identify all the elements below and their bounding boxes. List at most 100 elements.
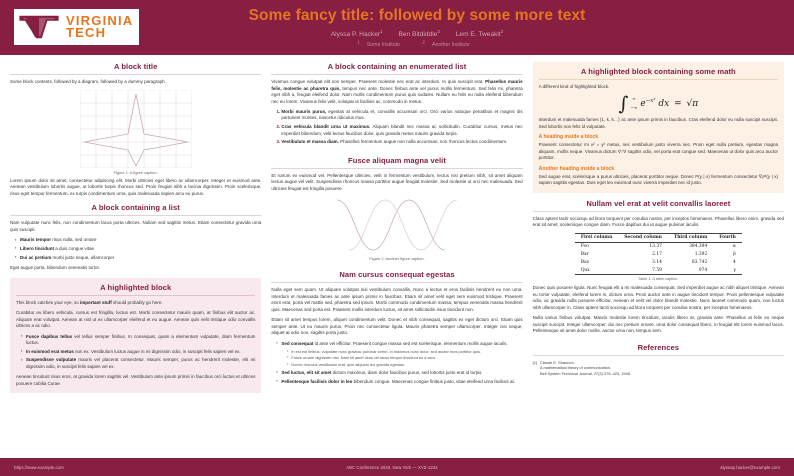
table-cell: Bar bbox=[580, 252, 589, 258]
block-nam-cursus-consequat-egestas: Nam cursus consequat egestas Nulla eget … bbox=[271, 270, 523, 389]
footer-email-link[interactable]: alyssap.hacker@example.com bbox=[720, 464, 780, 470]
list-item: Mauris tempor risus nulla, sed ornare bbox=[15, 237, 261, 243]
integral-upper-limit: ∞ bbox=[632, 95, 636, 101]
divider bbox=[10, 215, 262, 217]
vt-logo-icon bbox=[19, 15, 59, 39]
divider bbox=[271, 282, 523, 284]
figure-caption: Figure 2: Another figure caption. bbox=[369, 256, 425, 262]
sub-paragraph-1: Praesent consectetur mi x² = y² metus, n… bbox=[538, 142, 778, 161]
list-item: Sed luctus, elit sit amet dictum maximus… bbox=[276, 369, 522, 376]
author-list: Alyssa P. Hacker1 Ben Bitdiddle2 Lem E. … bbox=[60, 29, 774, 38]
list-item: In euismod erat metus non ex. Vestibulum… bbox=[21, 348, 255, 355]
block-title: Fusce aliquam magna velit bbox=[348, 155, 446, 165]
integral-limits: ∞ −∞ bbox=[630, 95, 638, 112]
divider bbox=[532, 354, 784, 356]
reference-item: [1] Claude E. Shannon. A mathematical th… bbox=[533, 360, 784, 377]
table-cell: 83.742 bbox=[691, 259, 708, 265]
block-title: A block containing an enumerated list bbox=[327, 62, 467, 71]
integral-lower-limit: −∞ bbox=[630, 105, 638, 111]
footer-website-link[interactable]: https://www.example.com bbox=[14, 464, 64, 470]
equation-result: √π bbox=[686, 98, 699, 109]
author-1: Ben Bitdiddle2 bbox=[398, 28, 440, 38]
table-row: Bar 2.17 1.392 β bbox=[575, 251, 742, 259]
page-title: Some fancy title: followed by some more … bbox=[248, 6, 586, 24]
bullet-list: Mauris tempor risus nulla, sed ornare Li… bbox=[10, 237, 261, 261]
author-0: Alyssa P. Hacker1 bbox=[330, 28, 383, 38]
title-block: Some fancy title: followed by some more … bbox=[0, 7, 794, 49]
block-title: Nam cursus consequat egestas bbox=[339, 270, 455, 280]
poster-header: VIRGINIA TECH Some fancy title: followed… bbox=[0, 0, 794, 55]
list-item: Dui ac pretium morbi justo neque, ullamc… bbox=[15, 254, 261, 261]
block-paragraph-2: Etiam sit amet tempus lorem, aliquet con… bbox=[271, 317, 523, 336]
column-header: Third column bbox=[667, 232, 714, 244]
block-title: A block title bbox=[113, 62, 158, 71]
footer-conference-info: ABC Conference 2020, New York — XYZ-1234 bbox=[346, 464, 438, 470]
block-intro: Nam vulputate nunc felis, non condimentu… bbox=[10, 220, 262, 232]
author-2: Lem E. Tweakit2 bbox=[455, 28, 504, 38]
sub-bullet-list: In est est finibus, vulputate nunc gravi… bbox=[281, 349, 522, 368]
equals-sign: = bbox=[671, 98, 685, 109]
block-paragraph-3: Nulla varius finibus volutpat. Mauris mo… bbox=[532, 315, 784, 334]
sub-list-item: In est est finibus, vulputate nunc gravi… bbox=[286, 349, 522, 354]
table-cell: Foo bbox=[580, 244, 589, 250]
block-paragraph-2: Donec quis posuere ligula. Nunc feugiat … bbox=[532, 285, 784, 310]
block-a-block-containing-a-list: A block containing a list Nam vulputate … bbox=[10, 203, 262, 271]
table-cell: β bbox=[733, 252, 736, 258]
table-cell: 7.59 bbox=[618, 266, 668, 276]
block-paragraph: Nulla eget sem quam. Ut aliquam volutpat… bbox=[271, 287, 523, 312]
block-outro: Aenean tincidunt risus eros, at gravida … bbox=[16, 374, 256, 386]
figure-1: Figure 1: A figure caption. bbox=[10, 89, 261, 175]
enumerated-list: Morbi mauris purus, egestas at vehicula … bbox=[271, 109, 522, 146]
data-table: First column Second column Third column … bbox=[574, 232, 742, 276]
table-cell: 974 bbox=[667, 266, 714, 276]
block-intro: This block catches your eye, so importan… bbox=[16, 299, 163, 305]
figure-2: Figure 2: Another figure caption. bbox=[271, 196, 522, 261]
logo-line-tech: TECH bbox=[66, 25, 107, 40]
sub-list-item: Fusce ornare dignissim nisi. Nam sit ame… bbox=[286, 355, 522, 360]
figure-caption: Figure 1: A figure caption. bbox=[113, 169, 158, 175]
block-title: Nullam vel erat at velit convallis laore… bbox=[586, 198, 731, 208]
table-cell: Baz bbox=[580, 259, 589, 265]
column-header: Second column bbox=[618, 232, 668, 244]
table-cell: 2.17 bbox=[652, 252, 662, 258]
block-fusce-aliquam-magna-velit: Fusce aliquam magna velit Et rutrum ex e… bbox=[271, 155, 523, 265]
table-cell: α bbox=[732, 244, 736, 250]
star-diagram-icon bbox=[79, 89, 192, 168]
sub-list-item: Donec rhoncus vestibulum erat, quis aliq… bbox=[286, 362, 522, 367]
block-title: A block containing a list bbox=[91, 203, 180, 213]
sub-heading-1: A heading inside a block bbox=[538, 134, 599, 141]
block-title: A highlighted block bbox=[100, 282, 172, 292]
table-cell: 13.37 bbox=[649, 244, 662, 250]
table-row: Qux 7.59 974 γ bbox=[574, 266, 742, 276]
block-intro: Some block contents, followed by a diagr… bbox=[10, 79, 166, 84]
divider bbox=[532, 210, 784, 212]
block-a-highlighted-block: A highlighted block This block catches y… bbox=[10, 277, 262, 394]
block-paragraph: Vivamus congue volutpat elit non semper.… bbox=[271, 79, 523, 104]
table-row: Baz 3.14 83.742 4 bbox=[575, 259, 742, 267]
divider bbox=[10, 74, 262, 75]
affiliation-0: 1Some Institute bbox=[357, 39, 400, 49]
block-a-block-title: A block title Some block contents, follo… bbox=[10, 62, 262, 197]
list-item: Vestibulum et massa diam. Phasellus ferm… bbox=[281, 139, 522, 145]
bullet-list: Sed consequat id ante vel efficitur. Pra… bbox=[271, 340, 522, 385]
block-paragraph: Class aptent taciti sociosqu ad litora t… bbox=[532, 215, 784, 228]
reference-text: Claude E. Shannon. A mathematical theory… bbox=[539, 359, 631, 377]
table-cell: 384.394 bbox=[689, 244, 708, 250]
block-references: References [1] Claude E. Shannon. A math… bbox=[532, 343, 784, 377]
list-item: Cras vehicula blandit urna ut maximus. A… bbox=[281, 124, 522, 137]
table-header-row: First column Second column Third column … bbox=[574, 232, 742, 244]
block-nullam-vel-erat: Nullam vel erat at velit convallis laore… bbox=[532, 198, 784, 335]
divider bbox=[538, 79, 778, 80]
block-paragraph: Et rutrum ex euismod vel. Pellentesque u… bbox=[271, 172, 523, 191]
integral-sign-icon: ∫ bbox=[618, 93, 629, 116]
gaussian-integral-equation: ∫ ∞ −∞ e−x² dx = √π bbox=[539, 93, 778, 116]
divider bbox=[271, 74, 523, 75]
list-item: Sed consequat id ante vel efficitur. Pra… bbox=[276, 340, 522, 368]
list-item: Suspendisse vulputate mauris vel placera… bbox=[21, 357, 255, 370]
table-cell: Qux bbox=[574, 266, 619, 276]
list-item: Fusce dapibus tellus vel tellus semper f… bbox=[21, 333, 255, 347]
bullet-list: Fusce dapibus tellus vel tellus semper f… bbox=[16, 333, 255, 371]
sine-wave-plot-icon bbox=[336, 199, 458, 251]
poster-footer: https://www.example.com ABC Conference 2… bbox=[0, 458, 794, 476]
